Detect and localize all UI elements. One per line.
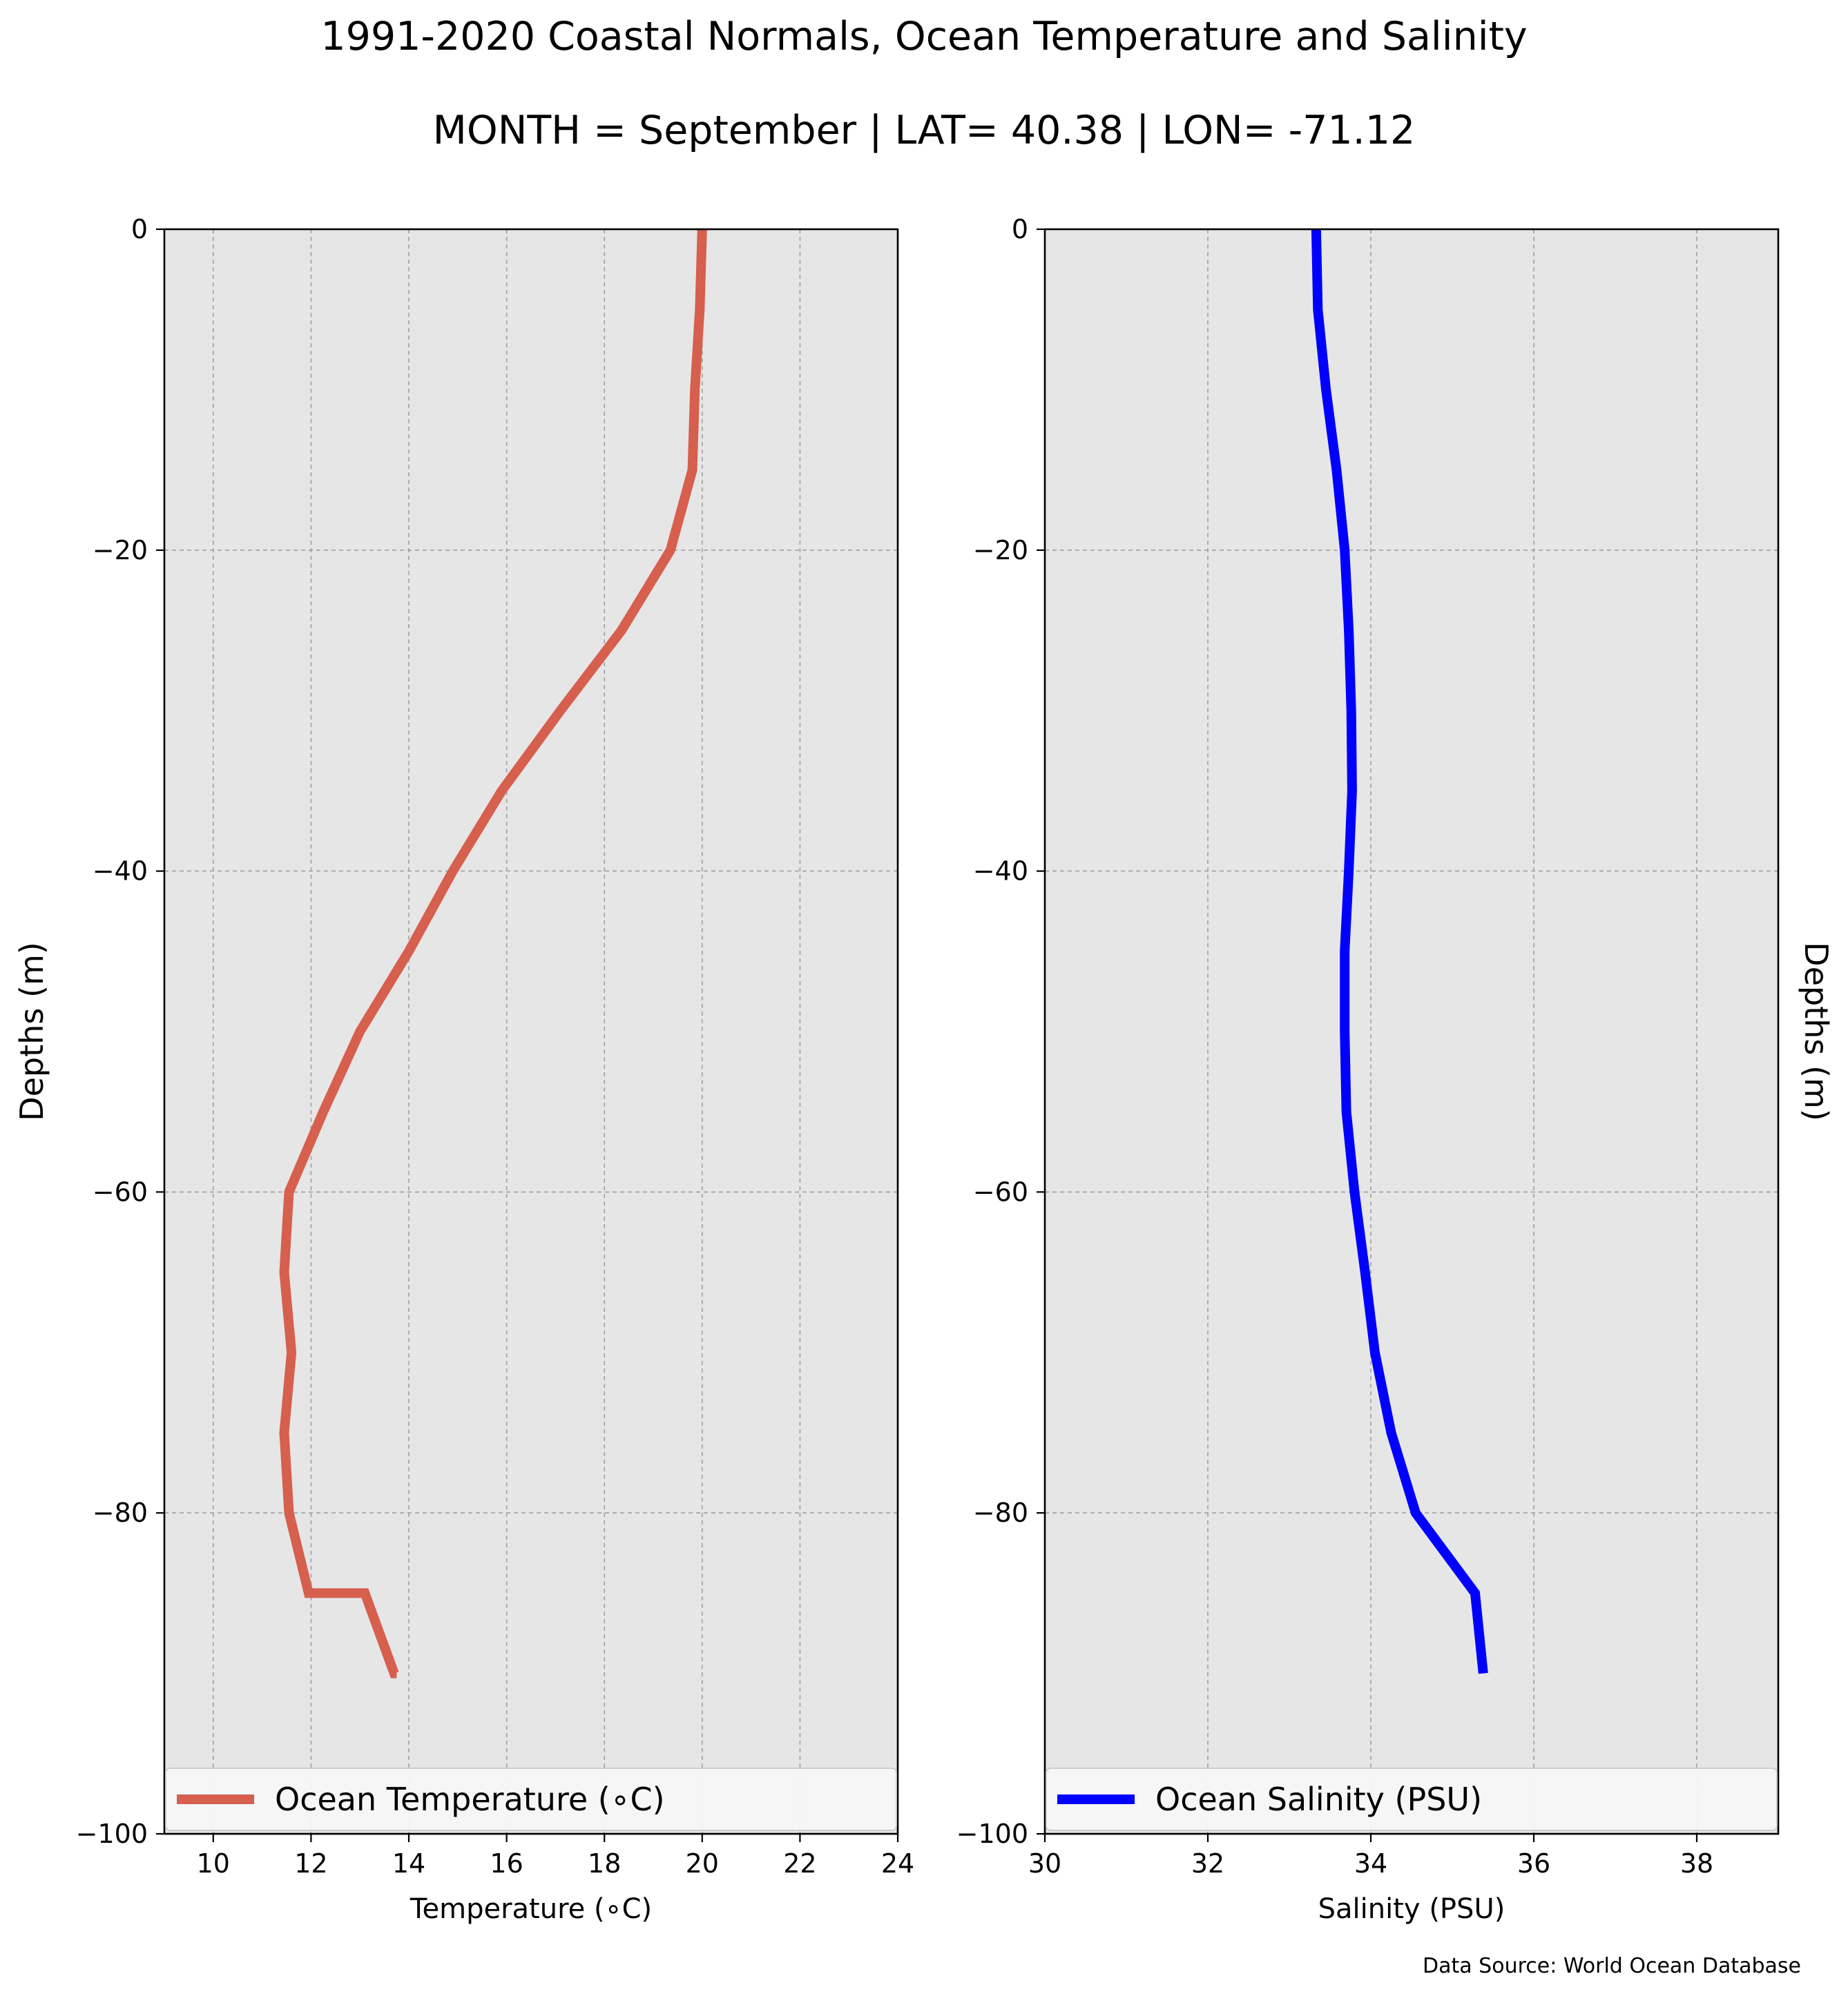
- x-tick-label: 20: [686, 1848, 719, 1879]
- x-tick-label: 30: [1028, 1848, 1061, 1879]
- y-tick-label: 0: [131, 214, 148, 244]
- salinity-panel: Ocean Salinity (PSU) 30 32 34 36 38 0 −20 −40 −60…: [956, 214, 1835, 1925]
- temperature-panel: Ocean Temperature (∘C) 10 12 14 16 18 20 22 24 0 −…: [13, 214, 914, 1925]
- x-tick-label: 34: [1354, 1848, 1387, 1879]
- chart-title: 1991-2020 Coastal Normals, Ocean Tempera…: [320, 14, 1527, 59]
- x-tick-label: 10: [197, 1848, 230, 1879]
- x-tick-label: 36: [1517, 1848, 1550, 1879]
- x-tick-label: 38: [1680, 1848, 1713, 1879]
- x-tick-label: 16: [490, 1848, 523, 1879]
- y-tick-label: −60: [93, 1177, 148, 1207]
- y-tick-label: −60: [973, 1177, 1028, 1207]
- series-line: [279, 229, 707, 1678]
- x-tick-label: 14: [392, 1848, 425, 1879]
- y-tick-label: −100: [956, 1819, 1028, 1849]
- y-tick-label: −80: [93, 1498, 148, 1528]
- x-axis-label: Temperature (∘C): [410, 1893, 652, 1925]
- x-axis-label: Salinity (PSU): [1318, 1893, 1505, 1925]
- x-tick-label: 32: [1191, 1848, 1224, 1879]
- x-tick-label: 22: [783, 1848, 816, 1879]
- y-tick-label: −40: [973, 856, 1028, 887]
- plot-area: [164, 229, 898, 1834]
- y-axis-label: Depths (m): [1798, 942, 1835, 1121]
- y-tick-label: −20: [973, 535, 1028, 565]
- y-tick-label: −80: [973, 1498, 1028, 1528]
- legend-label: Ocean Salinity (PSU): [1155, 1781, 1482, 1818]
- x-tick-label: 24: [881, 1848, 914, 1879]
- source-note: Data Source: World Ocean Database: [1423, 1954, 1801, 1978]
- y-axis-label: Depths (m): [13, 942, 50, 1121]
- legend-label: Ocean Temperature (∘C): [275, 1781, 665, 1818]
- y-tick-label: 0: [1012, 214, 1028, 244]
- x-tick-label: 18: [588, 1848, 621, 1879]
- y-tick-label: −100: [76, 1819, 148, 1849]
- chart-subtitle: MONTH = September | LAT= 40.38 | LON= -7…: [433, 108, 1416, 153]
- legend-box: [1046, 1768, 1778, 1831]
- axes-frame: [163, 228, 899, 1835]
- y-tick-label: −20: [93, 535, 148, 565]
- legend-box: [165, 1768, 897, 1831]
- x-tick-label: 12: [294, 1848, 327, 1879]
- plot-area: [1045, 229, 1778, 1834]
- axes-frame: [1043, 228, 1780, 1835]
- series-line: [1311, 229, 1488, 1674]
- y-tick-label: −40: [93, 856, 148, 887]
